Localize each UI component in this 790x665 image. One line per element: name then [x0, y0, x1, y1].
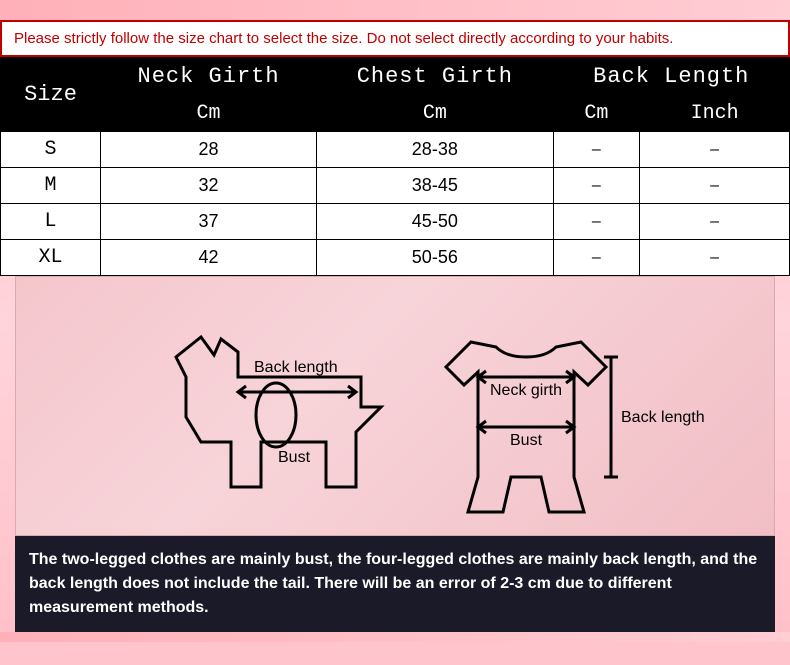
garment-flat-outline [446, 342, 618, 512]
table-row: M 32 38-45 – – [1, 168, 790, 204]
footer-note: The two-legged clothes are mainly bust, … [15, 536, 775, 632]
top-pink-bar [0, 0, 790, 20]
label-bust-right: Bust [510, 432, 543, 449]
cell-chest: 45-50 [317, 204, 553, 240]
cell-neck: 28 [101, 132, 317, 168]
cell-chest: 50-56 [317, 240, 553, 276]
cell-neck: 42 [101, 240, 317, 276]
cell-chest: 28-38 [317, 132, 553, 168]
cell-back-cm: – [553, 132, 640, 168]
warning-banner: Please strictly follow the size chart to… [0, 20, 790, 57]
table-row: L 37 45-50 – – [1, 204, 790, 240]
cell-size: M [1, 168, 101, 204]
header-row-main: Size Neck Girth Chest Girth Back Length [1, 58, 790, 96]
header-back-cm: Cm [553, 96, 640, 132]
bottom-pink-bar [0, 632, 790, 642]
cell-neck: 37 [101, 204, 317, 240]
cell-back-cm: – [553, 240, 640, 276]
header-chest-cm: Cm [317, 96, 553, 132]
header-row-units: Cm Cm Cm Inch [1, 96, 790, 132]
label-back-length-right: Back length [621, 409, 705, 426]
table-row: XL 42 50-56 – – [1, 240, 790, 276]
diagram-svg: Back length Bust Neck girth Bust Back [16, 277, 776, 537]
cell-back-in: – [640, 132, 790, 168]
label-neck-girth: Neck girth [490, 382, 562, 399]
size-chart-table: Size Neck Girth Chest Girth Back Length … [0, 57, 790, 276]
header-back-inch: Inch [640, 96, 790, 132]
cell-size: XL [1, 240, 101, 276]
cell-size: S [1, 132, 101, 168]
cell-size: L [1, 204, 101, 240]
label-back-length-left: Back length [254, 359, 338, 376]
measurement-diagram: Back length Bust Neck girth Bust Back [15, 276, 775, 536]
cell-back-in: – [640, 168, 790, 204]
cell-back-cm: – [553, 204, 640, 240]
header-back-length: Back Length [553, 58, 789, 96]
header-neck-girth: Neck Girth [101, 58, 317, 96]
header-neck-cm: Cm [101, 96, 317, 132]
cell-back-in: – [640, 240, 790, 276]
label-bust-left: Bust [278, 449, 311, 466]
cell-neck: 32 [101, 168, 317, 204]
table-row: S 28 28-38 – – [1, 132, 790, 168]
cell-back-in: – [640, 204, 790, 240]
size-chart-body: S 28 28-38 – – M 32 38-45 – – L 37 45-50… [1, 132, 790, 276]
header-size: Size [1, 58, 101, 132]
cell-chest: 38-45 [317, 168, 553, 204]
page-container: Please strictly follow the size chart to… [0, 0, 790, 642]
cell-back-cm: – [553, 168, 640, 204]
header-chest-girth: Chest Girth [317, 58, 553, 96]
